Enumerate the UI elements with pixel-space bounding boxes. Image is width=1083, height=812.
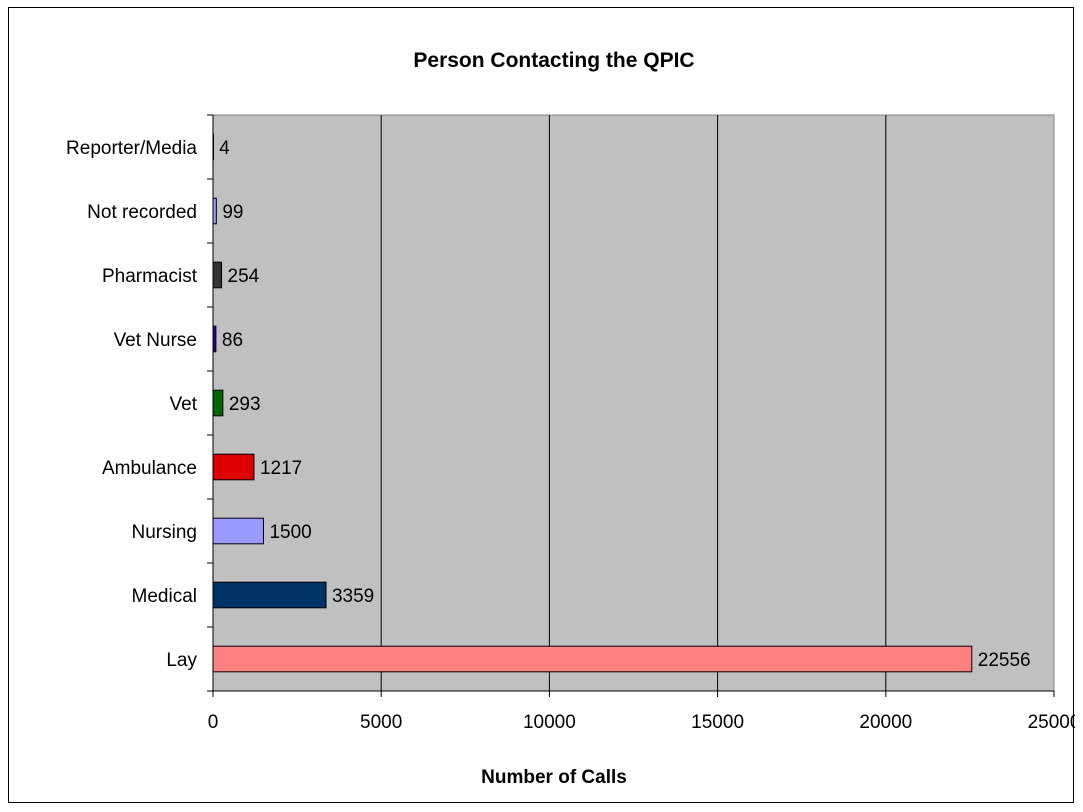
bar-ambulance [212, 453, 255, 481]
y-category-label: Reporter/Media [66, 138, 197, 159]
x-tick-label: 20000 [859, 712, 912, 733]
y-category-label: Medical [132, 586, 197, 607]
chart-title: Person Contacting the QPIC [413, 49, 694, 72]
y-category-label: Pharmacist [102, 266, 198, 287]
bar-vet [212, 389, 224, 417]
data-label: 22556 [978, 650, 1031, 671]
y-category-label: Not recorded [87, 202, 197, 223]
y-category-label: Vet [170, 394, 198, 415]
bar-pharmacist [212, 261, 223, 289]
bar-reporter-media [212, 133, 214, 161]
x-tick-label: 10000 [523, 712, 576, 733]
x-tick-label: 25000 [1028, 712, 1075, 733]
data-label: 4 [219, 138, 230, 159]
x-tick-label: 15000 [691, 712, 744, 733]
y-category-label: Vet Nurse [114, 330, 197, 351]
y-category-label: Nursing [132, 522, 197, 543]
data-label: 1217 [260, 458, 302, 479]
data-label: 1500 [269, 522, 311, 543]
data-label: 99 [222, 202, 243, 223]
bar-nursing [212, 517, 264, 545]
bar-vet-nurse [212, 325, 217, 353]
data-label: 254 [228, 266, 260, 287]
y-category-label: Lay [166, 650, 197, 671]
data-label: 86 [222, 330, 243, 351]
plot-area: 0 5000 10000 15000 20000 25000 Lay 22556 Medical… [66, 114, 1075, 733]
y-category-label: Ambulance [102, 458, 197, 479]
data-label: 3359 [332, 586, 374, 607]
x-tick-label: 0 [208, 712, 219, 733]
x-tick-label: 5000 [360, 712, 402, 733]
bar-medical [212, 581, 327, 609]
plot-background [212, 114, 1055, 692]
chart-frame: Person Contacting the QPIC 0 5000 10000 150… [8, 7, 1075, 803]
x-axis-title: Number of Calls [481, 767, 627, 788]
bar-chart: Person Contacting the QPIC 0 5000 10000 150… [66, 49, 1075, 788]
bar-not-recorded [212, 197, 217, 225]
data-label: 293 [229, 394, 261, 415]
bar-lay [212, 645, 973, 673]
